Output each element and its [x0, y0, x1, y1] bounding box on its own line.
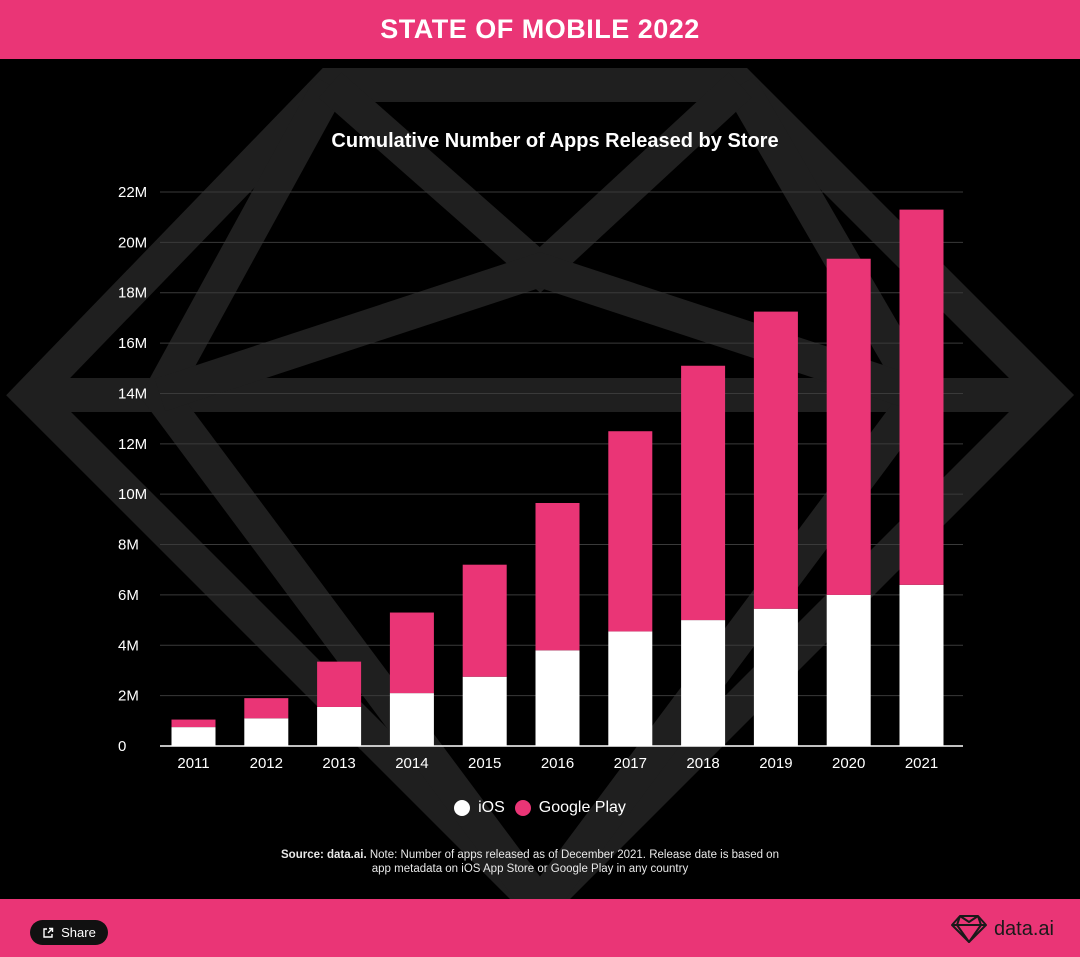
- header-banner: STATE OF MOBILE 2022: [0, 0, 1080, 59]
- y-tick-label: 0: [118, 738, 126, 755]
- x-tick-label: 2019: [759, 755, 792, 772]
- bar-ios-2018: [681, 620, 726, 746]
- diamond-logo-icon: [950, 915, 987, 943]
- bar-google-play-2012: [244, 698, 289, 719]
- brand-name: data.ai: [993, 917, 1054, 940]
- legend-label-google-play: Google Play: [538, 799, 626, 816]
- x-tick-label: 2016: [541, 755, 574, 772]
- x-tick-label: 2020: [832, 755, 865, 772]
- y-tick-label: 16M: [118, 335, 147, 352]
- bar-google-play-2017: [608, 431, 653, 632]
- bar-google-play-2019: [753, 311, 798, 609]
- bar-ios-2015: [462, 676, 507, 746]
- x-tick-label: 2017: [614, 755, 647, 772]
- y-tick-label: 8M: [118, 537, 139, 554]
- share-button-label: Share: [61, 925, 96, 940]
- share-icon: [43, 927, 54, 938]
- y-tick-label: 22M: [118, 184, 147, 201]
- bar-google-play-2021: [899, 209, 944, 585]
- bar-google-play-2016: [535, 502, 580, 651]
- legend-label-ios: iOS: [478, 799, 505, 816]
- bar-ios-2012: [244, 718, 289, 746]
- legend-swatch-ios: [454, 800, 471, 816]
- bar-google-play-2020: [826, 258, 871, 595]
- legend-item-ios: iOS: [454, 799, 505, 817]
- bar-ios-2014: [389, 693, 434, 746]
- chart-legend: iOS Google Play: [0, 799, 1080, 817]
- y-tick-label: 18M: [118, 285, 147, 302]
- source-note: Source: data.ai. Note: Number of apps re…: [280, 848, 780, 876]
- bar-google-play-2013: [317, 661, 362, 707]
- bar-ios-2019: [753, 608, 798, 746]
- x-tick-label: 2018: [686, 755, 719, 772]
- x-tick-label: 2021: [905, 755, 938, 772]
- bar-ios-2017: [608, 631, 653, 746]
- bar-google-play-2018: [681, 365, 726, 621]
- footer-banner: Share data.ai: [0, 899, 1080, 957]
- source-label: Source: data.ai.: [281, 849, 367, 861]
- y-tick-label: 20M: [118, 234, 147, 251]
- bar-ios-2020: [826, 594, 871, 746]
- bar-ios-2013: [317, 706, 362, 746]
- legend-swatch-google-play: [514, 800, 531, 816]
- chart-title: Cumulative Number of Apps Released by St…: [331, 130, 779, 152]
- y-tick-label: 6M: [118, 587, 139, 604]
- share-button[interactable]: Share: [30, 920, 108, 945]
- bar-ios-2021: [899, 584, 944, 746]
- legend-item-google-play: Google Play: [514, 799, 626, 817]
- page-title: STATE OF MOBILE 2022: [380, 14, 700, 44]
- brand-logo: data.ai: [950, 914, 1054, 944]
- y-tick-label: 4M: [118, 637, 139, 654]
- bar-google-play-2015: [462, 564, 507, 677]
- source-note-text: Note: Number of apps released as of Dece…: [369, 849, 779, 875]
- y-tick-label: 12M: [118, 436, 147, 453]
- x-tick-label: 2011: [177, 755, 209, 772]
- x-tick-label: 2013: [322, 755, 355, 772]
- bar-ios-2011: [171, 727, 216, 746]
- x-tick-label: 2015: [468, 755, 501, 772]
- x-tick-label: 2012: [250, 755, 283, 772]
- bar-google-play-2011: [171, 719, 216, 728]
- y-tick-label: 14M: [118, 385, 147, 402]
- bar-ios-2016: [535, 650, 580, 746]
- x-tick-label: 2014: [395, 755, 428, 772]
- y-tick-label: 10M: [118, 486, 147, 503]
- bar-google-play-2014: [389, 612, 434, 694]
- y-tick-label: 2M: [118, 688, 139, 705]
